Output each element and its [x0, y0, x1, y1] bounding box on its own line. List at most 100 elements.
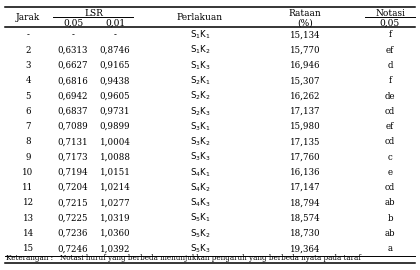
Text: Perlakuan: Perlakuan — [177, 13, 223, 22]
Text: cd: cd — [385, 137, 395, 146]
Text: 18,574: 18,574 — [290, 214, 320, 223]
Text: 3: 3 — [25, 61, 31, 70]
Text: $\mathregular{S_1}$$\mathregular{K_1}$: $\mathregular{S_1}$$\mathregular{K_1}$ — [190, 29, 210, 41]
Text: 0,6942: 0,6942 — [58, 92, 88, 100]
Text: 16,946: 16,946 — [290, 61, 320, 70]
Text: 1,0151: 1,0151 — [100, 168, 131, 177]
Text: $\mathregular{S_5}$$\mathregular{K_3}$: $\mathregular{S_5}$$\mathregular{K_3}$ — [190, 242, 210, 255]
Text: LSR: LSR — [84, 9, 103, 19]
Text: 0,7131: 0,7131 — [58, 137, 88, 146]
Text: 15: 15 — [22, 244, 34, 253]
Text: 0,05: 0,05 — [380, 19, 400, 28]
Text: 1,0277: 1,0277 — [100, 198, 130, 207]
Text: ef: ef — [386, 122, 394, 131]
Text: 0,9731: 0,9731 — [100, 107, 130, 116]
Text: 18,730: 18,730 — [290, 229, 320, 238]
Text: 9: 9 — [25, 153, 31, 161]
Text: 8: 8 — [25, 137, 31, 146]
Text: 0,6816: 0,6816 — [58, 76, 88, 85]
Text: c: c — [388, 153, 392, 161]
Text: ef: ef — [386, 46, 394, 55]
Text: $\mathregular{S_4}$$\mathregular{K_1}$: $\mathregular{S_4}$$\mathregular{K_1}$ — [190, 166, 210, 178]
Text: 15,134: 15,134 — [290, 31, 320, 39]
Text: 0,6837: 0,6837 — [58, 107, 88, 116]
Text: $\mathregular{S_5}$$\mathregular{K_2}$: $\mathregular{S_5}$$\mathregular{K_2}$ — [190, 227, 210, 240]
Text: $\mathregular{S_3}$$\mathregular{K_2}$: $\mathregular{S_3}$$\mathregular{K_2}$ — [190, 136, 210, 148]
Text: 0,7194: 0,7194 — [58, 168, 88, 177]
Text: Rataan: Rataan — [289, 9, 321, 19]
Text: 14: 14 — [22, 229, 34, 238]
Text: 0,6313: 0,6313 — [58, 46, 88, 55]
Text: b: b — [387, 214, 393, 223]
Text: 0,7225: 0,7225 — [58, 214, 88, 223]
Text: (%): (%) — [297, 19, 313, 28]
Text: 1,0214: 1,0214 — [100, 183, 130, 192]
Text: $\mathregular{S_3}$$\mathregular{K_3}$: $\mathregular{S_3}$$\mathregular{K_3}$ — [190, 151, 210, 163]
Text: 1,0319: 1,0319 — [100, 214, 130, 223]
Text: $\mathregular{S_3}$$\mathregular{K_1}$: $\mathregular{S_3}$$\mathregular{K_1}$ — [190, 120, 210, 133]
Text: 10: 10 — [22, 168, 34, 177]
Text: 7: 7 — [25, 122, 31, 131]
Text: 0,9438: 0,9438 — [100, 76, 130, 85]
Text: 6: 6 — [25, 107, 31, 116]
Text: 1,0088: 1,0088 — [100, 153, 131, 161]
Text: -: - — [113, 31, 116, 39]
Text: 0,7215: 0,7215 — [58, 198, 88, 207]
Text: cd: cd — [385, 183, 395, 192]
Text: f: f — [388, 76, 391, 85]
Text: 15,980: 15,980 — [290, 122, 320, 131]
Text: 1,0392: 1,0392 — [100, 244, 130, 253]
Text: 0,8746: 0,8746 — [100, 46, 130, 55]
Text: 2: 2 — [25, 46, 31, 55]
Text: 0,9899: 0,9899 — [100, 122, 130, 131]
Text: 0,7204: 0,7204 — [58, 183, 88, 192]
Text: $\mathregular{S_4}$$\mathregular{K_2}$: $\mathregular{S_4}$$\mathregular{K_2}$ — [190, 181, 210, 194]
Text: 17,137: 17,137 — [290, 107, 320, 116]
Text: 17,760: 17,760 — [290, 153, 320, 161]
Text: ab: ab — [385, 229, 395, 238]
Text: -: - — [71, 31, 74, 39]
Text: Keterangan :   Notasi huruf yang berbeda menunjukkan pengaruh yang berbeda nyata: Keterangan : Notasi huruf yang berbeda m… — [6, 255, 361, 262]
Text: 4: 4 — [25, 76, 31, 85]
Text: -: - — [26, 31, 29, 39]
Text: e: e — [387, 168, 393, 177]
Text: 15,307: 15,307 — [290, 76, 320, 85]
Text: d: d — [387, 61, 393, 70]
Text: 13: 13 — [23, 214, 34, 223]
Text: 15,770: 15,770 — [290, 46, 320, 55]
Text: 0,6627: 0,6627 — [58, 61, 88, 70]
Text: 19,364: 19,364 — [290, 244, 320, 253]
Text: ab: ab — [385, 198, 395, 207]
Text: $\mathregular{S_1}$$\mathregular{K_2}$: $\mathregular{S_1}$$\mathregular{K_2}$ — [190, 44, 210, 56]
Text: 1,0360: 1,0360 — [100, 229, 130, 238]
Text: 17,147: 17,147 — [290, 183, 320, 192]
Text: $\mathregular{S_5}$$\mathregular{K_1}$: $\mathregular{S_5}$$\mathregular{K_1}$ — [190, 212, 210, 224]
Text: Notasi: Notasi — [375, 9, 405, 19]
Text: 0,01: 0,01 — [105, 19, 125, 28]
Text: 0,05: 0,05 — [63, 19, 83, 28]
Text: $\mathregular{S_1}$$\mathregular{K_3}$: $\mathregular{S_1}$$\mathregular{K_3}$ — [190, 59, 210, 72]
Text: 18,794: 18,794 — [290, 198, 320, 207]
Text: 0,7246: 0,7246 — [58, 244, 88, 253]
Text: 1,0004: 1,0004 — [100, 137, 131, 146]
Text: a: a — [388, 244, 393, 253]
Text: $\mathregular{S_2}$$\mathregular{K_1}$: $\mathregular{S_2}$$\mathregular{K_1}$ — [190, 75, 210, 87]
Text: 0,7089: 0,7089 — [58, 122, 88, 131]
Text: 16,262: 16,262 — [290, 92, 320, 100]
Text: 12: 12 — [22, 198, 34, 207]
Text: 0,9165: 0,9165 — [100, 61, 130, 70]
Text: 16,136: 16,136 — [290, 168, 320, 177]
Text: Jarak: Jarak — [16, 13, 40, 22]
Text: $\mathregular{S_2}$$\mathregular{K_2}$: $\mathregular{S_2}$$\mathregular{K_2}$ — [190, 90, 210, 102]
Text: f: f — [388, 31, 391, 39]
Text: 5: 5 — [25, 92, 31, 100]
Text: 0,7173: 0,7173 — [58, 153, 88, 161]
Text: 11: 11 — [22, 183, 34, 192]
Text: $\mathregular{S_4}$$\mathregular{K_3}$: $\mathregular{S_4}$$\mathregular{K_3}$ — [190, 197, 210, 209]
Text: 17,135: 17,135 — [290, 137, 320, 146]
Text: 0,9605: 0,9605 — [100, 92, 130, 100]
Text: cd: cd — [385, 107, 395, 116]
Text: 0,7236: 0,7236 — [58, 229, 88, 238]
Text: $\mathregular{S_2}$$\mathregular{K_3}$: $\mathregular{S_2}$$\mathregular{K_3}$ — [190, 105, 210, 117]
Text: de: de — [385, 92, 395, 100]
